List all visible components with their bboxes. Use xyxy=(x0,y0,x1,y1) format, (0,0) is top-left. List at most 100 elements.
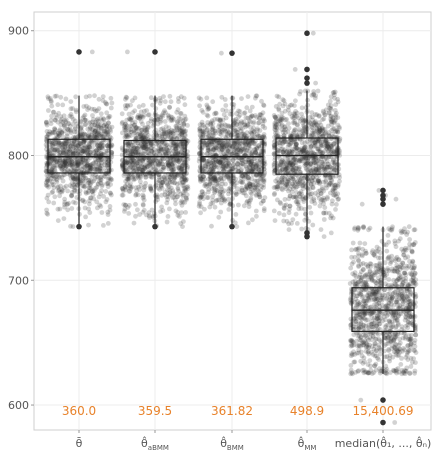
data-point xyxy=(52,117,58,123)
data-point xyxy=(209,118,215,124)
data-point xyxy=(85,180,91,186)
data-point xyxy=(86,105,92,111)
data-point xyxy=(86,185,92,191)
data-point xyxy=(75,142,81,148)
data-point xyxy=(89,106,95,112)
data-point xyxy=(62,160,68,166)
data-point xyxy=(69,192,75,198)
data-point xyxy=(55,159,60,165)
data-point xyxy=(234,111,239,116)
data-point xyxy=(67,183,73,189)
data-point xyxy=(86,178,92,183)
data-point xyxy=(79,160,85,166)
data-point xyxy=(318,227,324,233)
data-point xyxy=(282,197,288,202)
data-point xyxy=(104,160,110,165)
data-point xyxy=(66,120,72,126)
data-point xyxy=(65,146,71,152)
data-point xyxy=(391,345,397,350)
data-point xyxy=(405,325,411,331)
data-point xyxy=(412,344,418,349)
data-point xyxy=(84,160,89,166)
data-point xyxy=(82,205,88,211)
data-point xyxy=(366,325,371,330)
data-point xyxy=(57,144,63,150)
data-point xyxy=(277,140,283,146)
data-point xyxy=(175,142,181,148)
data-point xyxy=(85,144,91,150)
data-point xyxy=(49,113,54,119)
data-point xyxy=(75,151,81,156)
data-point xyxy=(48,168,54,174)
data-point xyxy=(69,206,75,211)
data-point xyxy=(78,119,84,125)
data-point xyxy=(99,163,104,168)
data-point xyxy=(80,157,86,163)
data-point xyxy=(335,191,341,197)
data-point xyxy=(311,196,317,202)
data-point xyxy=(316,163,322,169)
data-point xyxy=(109,143,115,148)
data-point xyxy=(321,234,327,240)
data-point xyxy=(79,128,85,134)
data-point xyxy=(55,140,61,146)
data-point xyxy=(281,212,287,218)
data-point xyxy=(85,167,90,173)
data-point xyxy=(87,201,92,207)
data-point xyxy=(58,163,63,169)
data-point xyxy=(73,107,79,113)
data-point xyxy=(105,164,110,170)
data-point xyxy=(64,133,70,139)
data-point xyxy=(58,165,64,171)
data-point xyxy=(372,353,378,359)
data-point xyxy=(301,131,307,136)
data-point xyxy=(51,160,57,166)
data-point xyxy=(371,315,377,321)
data-point xyxy=(97,167,103,172)
data-point xyxy=(89,166,95,172)
data-point xyxy=(57,157,63,163)
data-point xyxy=(63,156,69,162)
data-point xyxy=(57,150,63,155)
data-point xyxy=(143,180,149,186)
data-point xyxy=(105,180,111,186)
data-point xyxy=(124,123,130,129)
data-point xyxy=(158,146,164,152)
data-point xyxy=(93,167,99,173)
y-tick-label: 700 xyxy=(8,274,29,287)
data-point xyxy=(298,158,304,164)
data-point xyxy=(75,161,80,167)
data-point xyxy=(273,130,278,136)
data-point xyxy=(86,165,92,171)
data-point xyxy=(279,160,284,165)
data-point xyxy=(69,180,75,186)
data-point xyxy=(164,219,170,225)
data-point xyxy=(168,99,174,105)
data-point xyxy=(72,161,78,167)
data-point xyxy=(88,181,93,187)
data-point xyxy=(171,142,176,148)
data-point xyxy=(243,193,249,199)
data-point xyxy=(60,141,66,147)
data-point xyxy=(103,101,109,107)
data-point xyxy=(105,156,111,162)
data-point xyxy=(280,103,286,109)
data-point xyxy=(399,324,405,330)
data-point xyxy=(44,119,49,125)
data-point xyxy=(171,175,177,181)
data-point xyxy=(51,185,57,191)
data-point xyxy=(82,158,88,163)
data-point xyxy=(146,112,152,118)
data-point xyxy=(142,166,148,172)
data-point xyxy=(74,156,79,162)
data-point xyxy=(79,134,85,140)
data-point xyxy=(197,177,203,183)
data-point xyxy=(298,89,303,94)
data-point xyxy=(347,281,353,286)
data-point xyxy=(69,157,75,163)
data-point xyxy=(103,171,109,177)
data-point xyxy=(96,96,102,102)
data-point xyxy=(93,108,98,114)
data-point xyxy=(63,151,69,157)
data-point xyxy=(51,109,57,115)
